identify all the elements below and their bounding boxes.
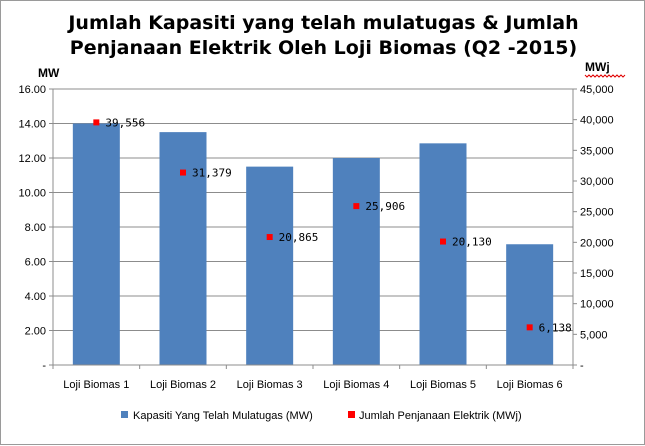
chart-title-line-1: Jumlah Kapasiti yang telah mulatugas & J…	[68, 12, 579, 34]
bar	[246, 166, 294, 365]
x-category-label: Loji Biomas 3	[237, 379, 303, 391]
x-category-label: Loji Biomas 6	[497, 379, 563, 391]
marker-point	[526, 324, 533, 331]
y-right-tick-label: 10,000	[580, 299, 614, 311]
y-right-tick-label: 5,000	[580, 329, 608, 341]
y-left-unit: MW	[38, 66, 60, 80]
y-left-tick-label: 6.00	[25, 257, 46, 269]
gridlines	[53, 88, 573, 331]
x-category-label: Loji Biomas 2	[150, 379, 216, 391]
y-left-tick-label: 14.00	[18, 119, 46, 131]
y-left-tick-label: 12.00	[18, 153, 46, 165]
y-left-tick-label: 2.00	[25, 326, 46, 338]
y-right-tick-label: 25,000	[580, 207, 614, 219]
marker-point	[93, 119, 100, 126]
x-category-label: Loji Biomas 5	[410, 379, 476, 391]
y-right-unit: MWj	[585, 60, 610, 74]
y-left-tick-label: 8.00	[25, 222, 46, 234]
data-label: 31,379	[192, 167, 232, 180]
chart-title-line-2: Penjanaan Elektrik Oleh Loji Biomas (Q2 …	[69, 37, 578, 59]
data-label: 25,906	[365, 200, 405, 213]
marker-point	[266, 234, 273, 241]
y-left-tick-label: 16.00	[18, 84, 46, 96]
marker-series	[93, 119, 533, 331]
marker-point	[440, 238, 446, 245]
y-left-tick-label: -	[42, 360, 46, 372]
marker-point	[353, 203, 360, 210]
legend-swatch-bar	[121, 411, 128, 418]
data-label: 6,138	[539, 321, 572, 334]
y-right-tick-label: 40,000	[580, 115, 614, 127]
bar	[72, 123, 120, 365]
legend-swatch-marker	[348, 411, 355, 418]
legend-label-marker: Jumlah Penjanaan Elektrik (MWj)	[359, 410, 522, 422]
spellcheck-underline	[584, 74, 626, 78]
bar-series	[72, 123, 554, 365]
y-left-tick-label: 10.00	[18, 188, 46, 200]
x-category-label: Loji Biomas 4	[323, 379, 389, 391]
legend-label-bar: Kapasiti Yang Telah Mulatugas (MW)	[133, 410, 313, 422]
x-category-label: Loji Biomas 1	[63, 379, 129, 391]
axes: - 2.00 4.00 6.00 8.00 10.00 12.00 14.00 16.00 - 5,…	[18, 60, 626, 391]
chart-title: Jumlah Kapasiti yang telah mulatugas & J…	[1, 11, 645, 61]
marker-point	[180, 169, 186, 176]
y-right-tick-label: 45,000	[580, 84, 614, 96]
y-right-tick-label: 35,000	[580, 145, 614, 157]
y-left-tick-label: 4.00	[25, 291, 46, 303]
y-right-tick-label: 20,000	[580, 237, 614, 249]
legend: Kapasiti Yang Telah Mulatugas (MW) Jumlah…	[121, 410, 522, 422]
bar	[419, 143, 467, 365]
data-label: 20,130	[452, 236, 492, 249]
data-label: 20,865	[279, 231, 319, 244]
y-right-tick-label: 30,000	[580, 176, 614, 188]
data-labels: 39,556 31,379 20,865 25,906 20,130 6,138	[105, 116, 571, 334]
bar	[506, 244, 554, 365]
data-label: 39,556	[105, 116, 145, 129]
y-right-tick-label: 15,000	[580, 268, 614, 280]
y-right-tick-label: -	[580, 360, 584, 372]
bar	[332, 158, 380, 365]
